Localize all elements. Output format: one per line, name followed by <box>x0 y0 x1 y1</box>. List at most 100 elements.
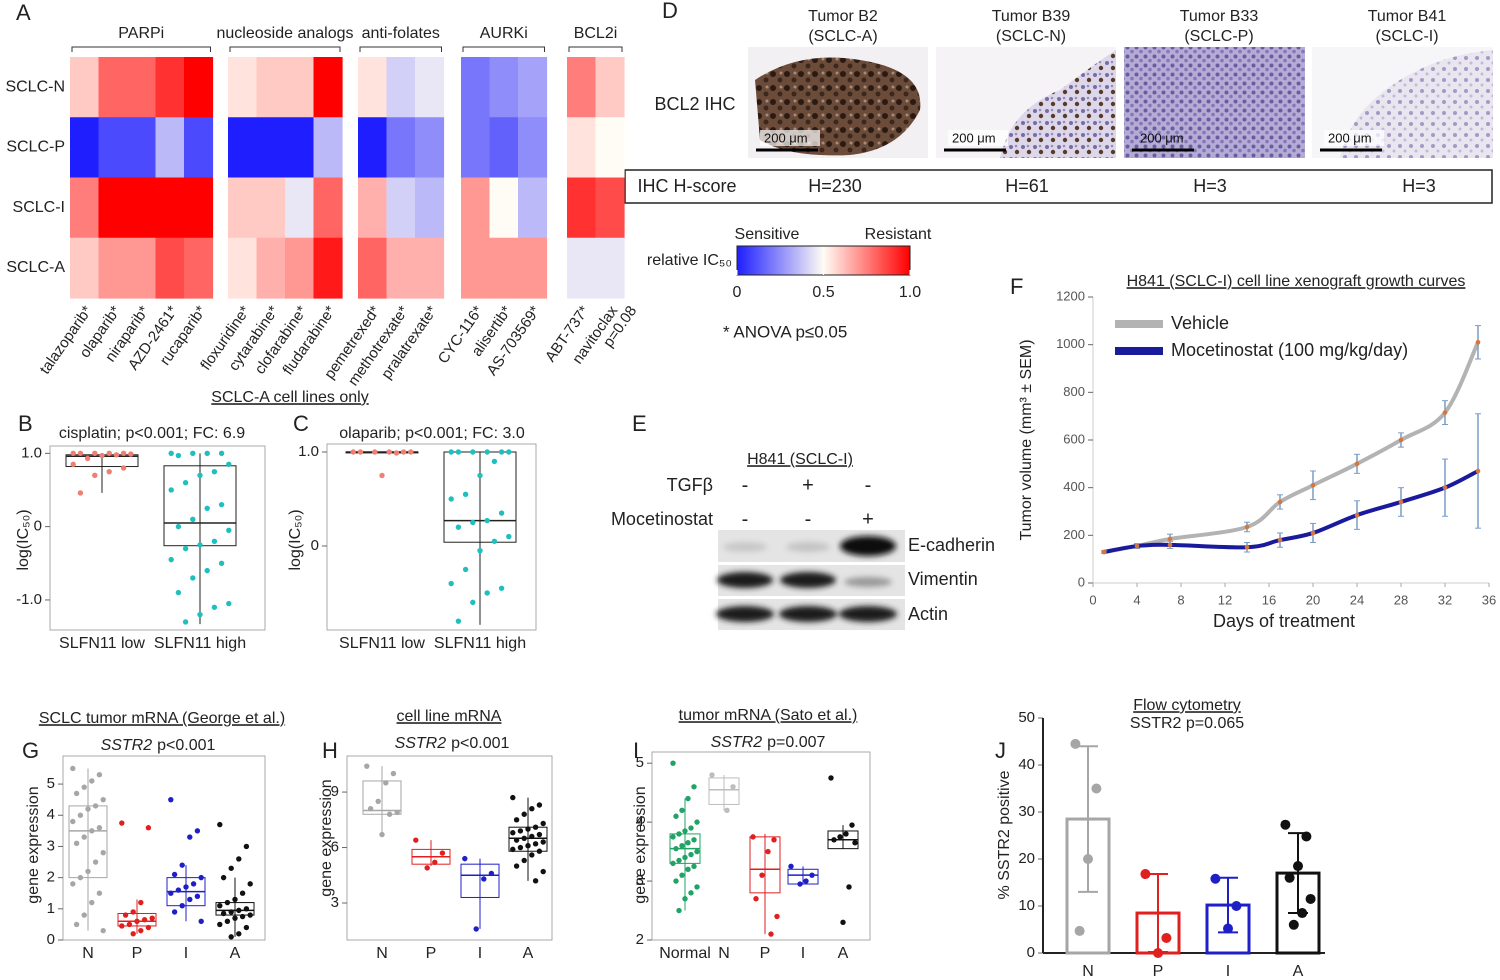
data-point <box>228 934 234 940</box>
data-point <box>1297 908 1308 919</box>
data-point <box>182 545 189 552</box>
ihc-tissue <box>1000 50 1116 158</box>
data-point <box>77 490 84 496</box>
data-point <box>96 825 103 831</box>
data-point <box>730 784 736 790</box>
data-point <box>676 831 682 837</box>
data-point <box>1231 901 1242 911</box>
data-point <box>691 784 697 790</box>
data-point <box>168 796 174 803</box>
heatmap-cell <box>285 177 315 239</box>
heatmap-cell <box>461 117 491 179</box>
panel-letter: F <box>1010 274 1023 299</box>
data-point <box>171 871 178 878</box>
data-point <box>670 860 676 867</box>
heatmap-cell <box>518 117 548 179</box>
data-point <box>439 850 446 856</box>
x-tick-label: 4 <box>1133 592 1140 607</box>
data-point <box>217 921 223 928</box>
group-bracket <box>229 46 341 52</box>
data-point <box>119 923 125 929</box>
data-point <box>182 479 189 486</box>
y-tick-label: 0 <box>1027 944 1035 961</box>
data-point <box>788 863 794 870</box>
data-point <box>247 881 253 887</box>
data-point <box>106 468 112 475</box>
heatmap-cell <box>155 117 185 179</box>
data-point <box>831 837 837 843</box>
data-point <box>470 599 476 606</box>
ihc-image <box>1124 47 1305 158</box>
box <box>215 902 255 916</box>
box <box>117 912 157 927</box>
treatment-sign: + <box>802 474 814 496</box>
data-point <box>1074 925 1085 936</box>
x-tick-label: SLFN11 low <box>339 635 425 652</box>
group-label: nucleoside analogs <box>217 25 354 42</box>
marker <box>1354 512 1360 518</box>
scale-bg <box>948 130 1008 146</box>
data-point <box>691 837 697 843</box>
group-label: PARPi <box>118 25 164 42</box>
marker <box>1442 485 1448 490</box>
box <box>708 777 740 805</box>
y-tick-label: 9 <box>331 783 339 800</box>
heatmap-cell <box>415 237 445 299</box>
heatmap-cell <box>461 57 491 118</box>
treatment-label: TGFβ <box>667 475 713 495</box>
x-tick-label: A <box>1293 963 1304 980</box>
colorbar-tick-label: 0 <box>733 284 742 301</box>
tumor-name: Tumor B33 <box>1180 8 1259 25</box>
p-value: p<0.001 <box>157 737 215 754</box>
data-point <box>390 770 397 777</box>
data-point <box>243 843 250 850</box>
data-point <box>92 450 98 457</box>
treatment-sign: - <box>865 474 872 496</box>
data-point <box>138 927 144 934</box>
data-point <box>448 449 454 455</box>
marker <box>1310 482 1316 488</box>
x-tick-label: 36 <box>1482 592 1496 607</box>
data-point <box>226 461 232 468</box>
scale-bg <box>760 130 820 146</box>
blot-title: H841 (SCLC-I) <box>747 451 853 468</box>
data-point <box>679 872 685 878</box>
x-tick-label: P <box>760 945 771 962</box>
data-point <box>670 760 676 766</box>
data-point <box>77 450 84 457</box>
marker <box>1475 468 1481 474</box>
heatmap-cell <box>98 177 128 239</box>
colorbar-high-label: Resistant <box>865 226 932 243</box>
data-point <box>529 852 535 858</box>
treatment-sign: + <box>862 508 874 530</box>
data-point <box>168 487 174 493</box>
scale-label: 200 μm <box>952 130 996 145</box>
data-point <box>175 887 182 893</box>
data-point <box>673 878 679 884</box>
ihc-label: BCL2 IHC <box>654 94 735 114</box>
heatmap-cell <box>98 117 128 179</box>
data-point <box>532 841 539 847</box>
data-point <box>828 775 834 781</box>
data-point <box>694 848 700 855</box>
y-tick-label: 10 <box>1018 897 1035 914</box>
heatmap-cell <box>567 117 597 179</box>
heatmap-cell <box>595 177 625 239</box>
data-point <box>506 449 512 455</box>
x-tick-label: SLFN11 high <box>154 635 246 652</box>
data-point <box>226 527 232 534</box>
data-point <box>190 516 196 523</box>
hscore-label: IHC H-score <box>637 176 736 196</box>
data-point <box>232 896 238 903</box>
data-point <box>462 855 468 862</box>
data-point <box>220 874 227 881</box>
heatmap-cell <box>313 177 343 239</box>
data-point <box>1305 893 1316 904</box>
data-point <box>521 835 527 841</box>
x-tick-label: I <box>1226 963 1230 980</box>
data-point <box>70 881 76 887</box>
box <box>749 836 781 894</box>
blot-bands <box>716 536 897 622</box>
data-point <box>130 909 136 915</box>
y-tick-label: 600 <box>1063 431 1085 446</box>
